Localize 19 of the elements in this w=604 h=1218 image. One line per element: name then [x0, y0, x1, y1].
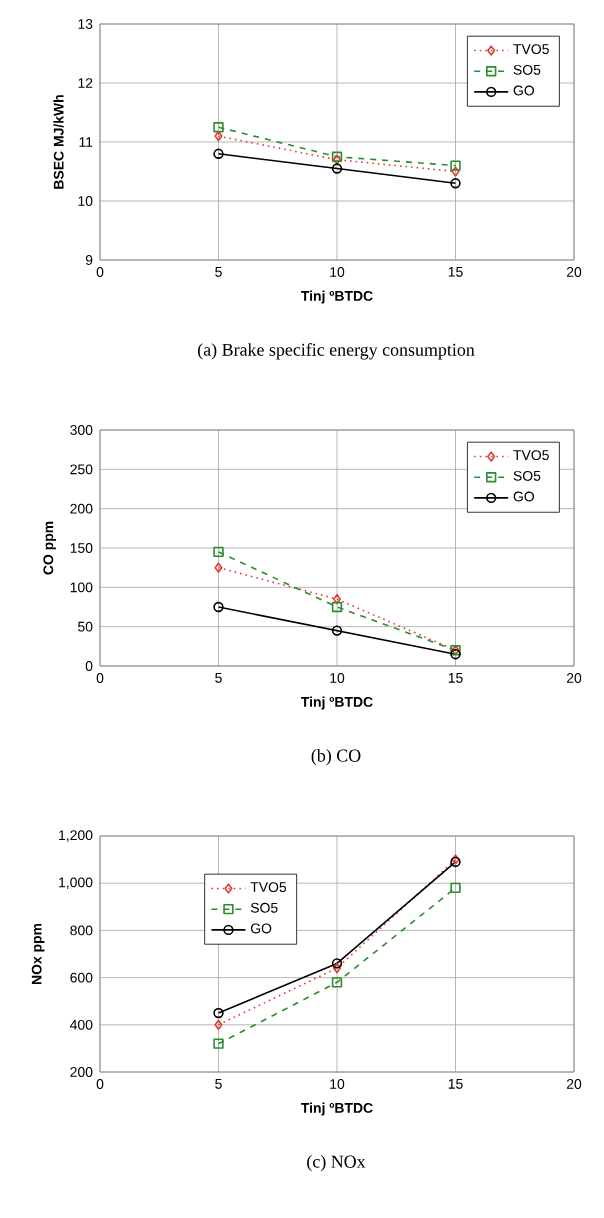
- point: [451, 166, 460, 177]
- point: [450, 882, 461, 894]
- point: [331, 601, 343, 613]
- text: (c) NOx: [307, 1155, 366, 1172]
- point: [213, 1038, 224, 1049]
- point: [213, 546, 224, 558]
- point: [332, 593, 342, 605]
- point: [213, 122, 224, 133]
- point: [214, 562, 223, 573]
- point: [331, 977, 343, 988]
- point: [331, 625, 343, 636]
- point: [331, 163, 343, 174]
- point: [332, 962, 342, 974]
- text: (b) CO: [311, 749, 361, 766]
- point: [214, 1019, 223, 1030]
- point: [450, 160, 461, 171]
- point: [214, 130, 223, 142]
- text: (a) Brake specific energy consumption: [198, 343, 475, 360]
- point: [331, 958, 343, 969]
